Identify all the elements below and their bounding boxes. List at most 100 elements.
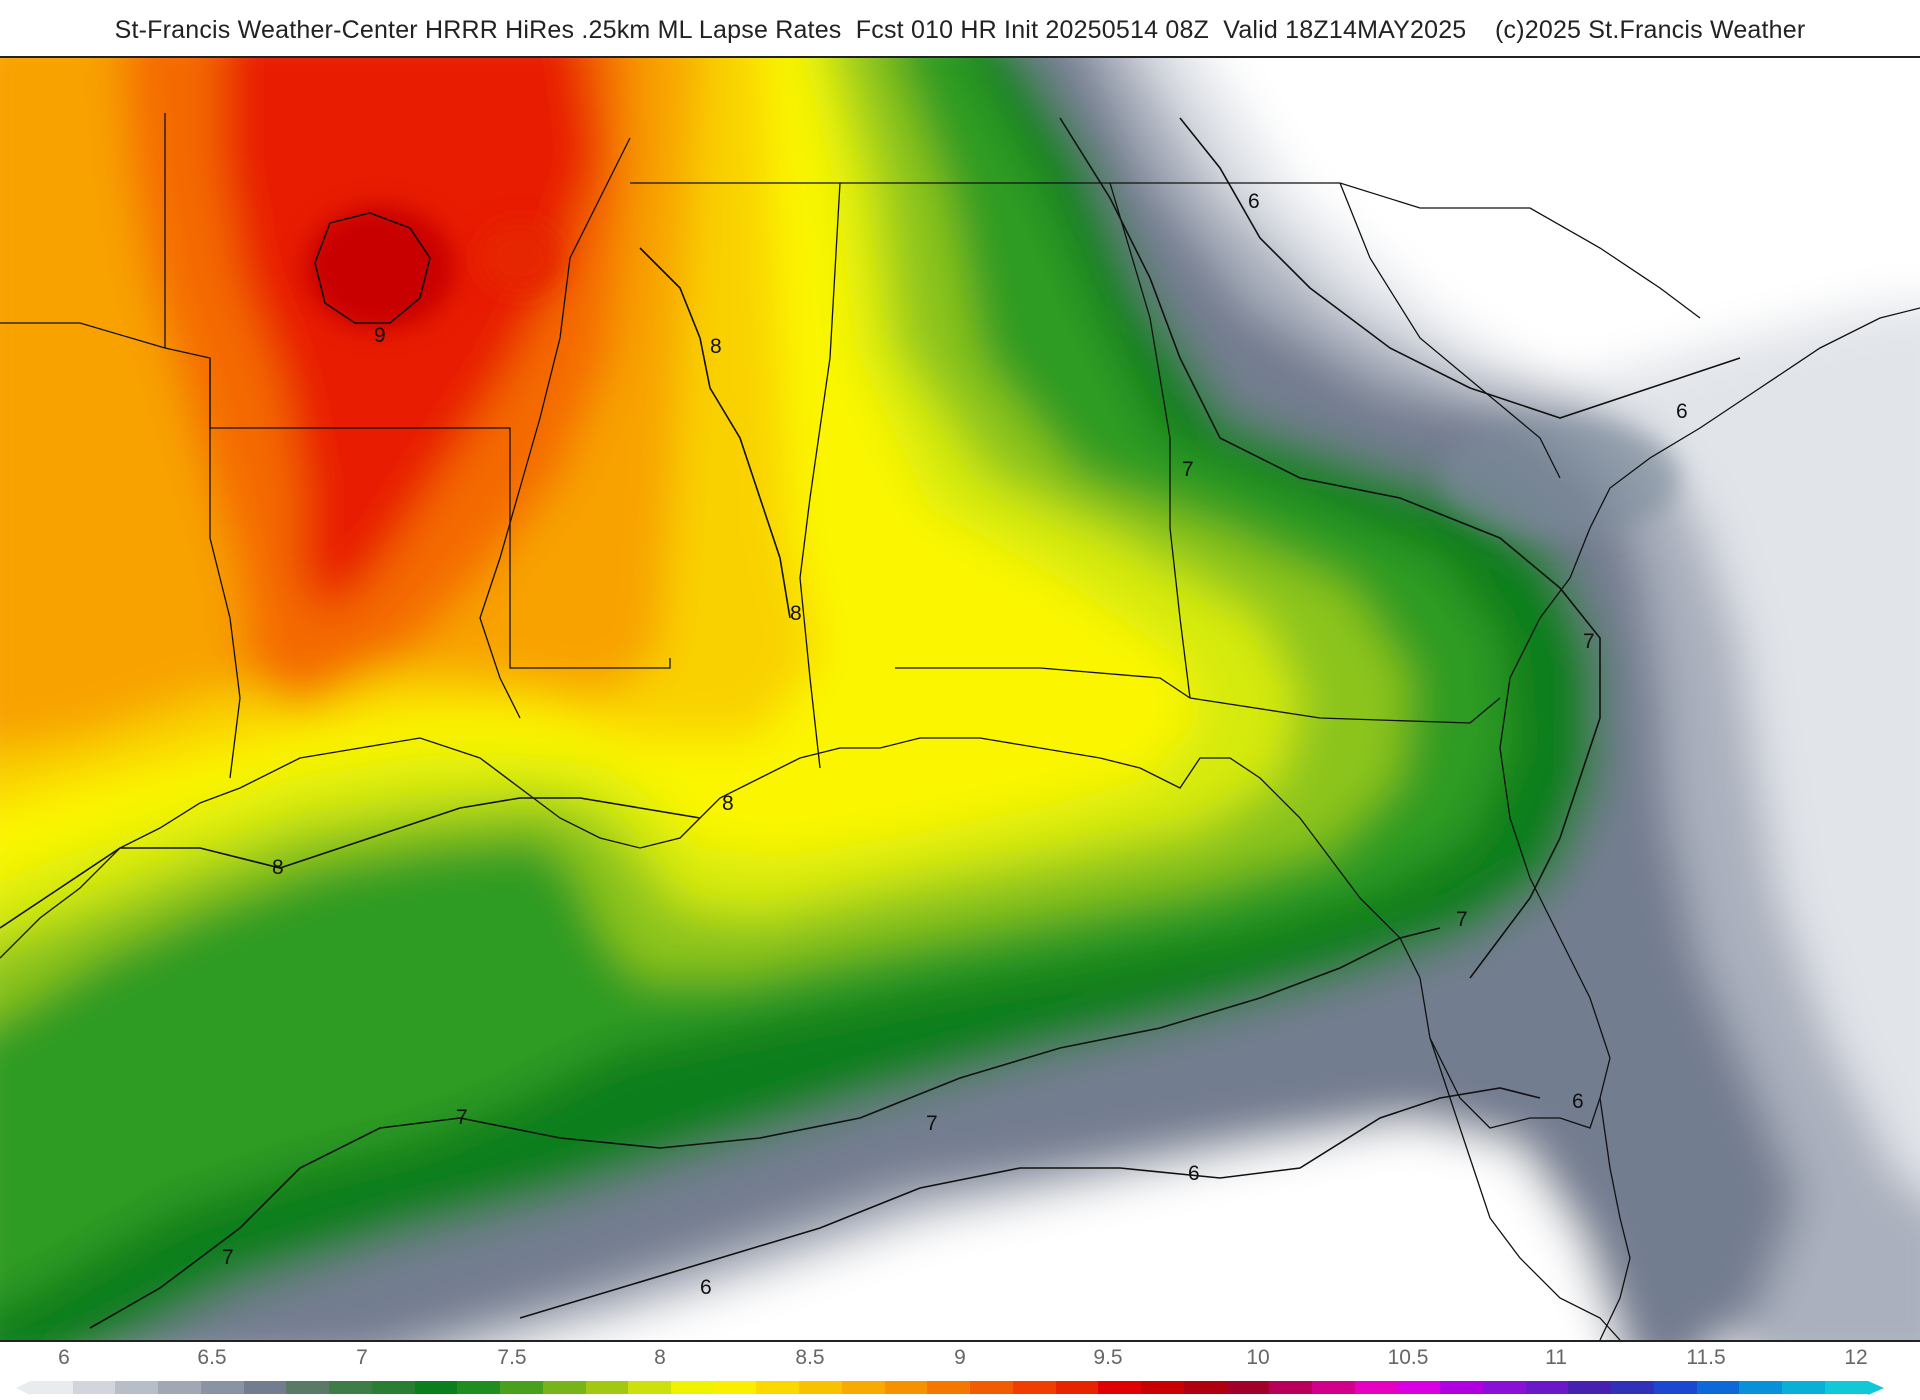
state-border [209, 358, 241, 779]
colorbar-swatch [628, 1381, 672, 1394]
colorbar-swatch [243, 1381, 287, 1394]
colorbar-swatch [799, 1381, 842, 1394]
colorbar-swatch [1397, 1381, 1441, 1394]
colorbar-swatch [1055, 1381, 1099, 1394]
colorbar-swatch [286, 1381, 330, 1394]
legend-tick: 6 [58, 1346, 70, 1369]
colorbar-swatch [1525, 1381, 1569, 1394]
state-border [895, 667, 1191, 699]
legend-tick: 9.5 [1093, 1346, 1123, 1369]
legend-tick: 12 [1844, 1346, 1868, 1369]
contour-label-7: 7 [1456, 908, 1468, 931]
shade-dark-red [305, 206, 455, 330]
colorbar-swatch [1611, 1381, 1654, 1394]
contour-7-gulf [89, 927, 1441, 1329]
coastline [1599, 1097, 1631, 1340]
contour-label-6: 6 [1572, 1090, 1584, 1113]
legend-tick: 7.5 [497, 1346, 527, 1369]
contour-8-north [639, 247, 791, 619]
colorbar-swatch [713, 1381, 757, 1394]
colorbar-swatch [1824, 1381, 1868, 1394]
land-boundaries [0, 113, 1920, 1340]
contour-label-8: 8 [790, 602, 802, 625]
contour-label-6: 6 [1188, 1162, 1200, 1185]
colorbar-swatch [414, 1381, 458, 1394]
colorbar-swatch [1653, 1381, 1697, 1394]
state-border [1189, 697, 1501, 724]
legend-tick: 11.5 [1686, 1346, 1726, 1369]
colorbar-swatch [841, 1381, 885, 1394]
lapse-rate-contours [0, 117, 1741, 1329]
colorbar-swatch [500, 1381, 543, 1394]
coastline [0, 307, 1920, 1129]
colorbar-swatch [585, 1381, 629, 1394]
colorbar-swatch [1354, 1381, 1398, 1394]
colorbar-swatch [1269, 1381, 1313, 1394]
legend-tick: 11 [1545, 1346, 1567, 1369]
state-border [1339, 182, 1561, 479]
contour-label-7: 7 [456, 1106, 468, 1129]
colorbar-swatch [1696, 1381, 1740, 1394]
colorbar-swatch [329, 1381, 372, 1394]
colorbar-swatch [927, 1381, 971, 1394]
legend-tick: 6.5 [197, 1346, 227, 1369]
shade-red [220, 58, 600, 618]
contour-label-7: 7 [1583, 630, 1595, 653]
contour-label-6: 6 [700, 1276, 712, 1299]
colorbar-swatch [1440, 1381, 1483, 1394]
colorbar-swatch [1098, 1381, 1142, 1394]
colorbar-swatch [884, 1381, 928, 1394]
colorbar-swatch [1012, 1381, 1056, 1394]
colorbar-swatch [158, 1381, 201, 1394]
colorbar-swatch [1226, 1381, 1270, 1394]
colorbar-swatch [970, 1381, 1013, 1394]
coastline [1429, 1037, 1621, 1340]
contour-label-9: 9 [374, 324, 386, 347]
colorbar-swatch [1782, 1381, 1825, 1394]
contour-label-8: 8 [272, 856, 284, 879]
colorbar-swatch [756, 1381, 800, 1394]
colorbar-swatch [542, 1381, 586, 1394]
colorbar-swatch [1183, 1381, 1227, 1394]
colorbar-swatch [72, 1381, 116, 1394]
legend-tick: 9 [954, 1346, 966, 1369]
colorbar-swatch [115, 1381, 159, 1394]
colorbar-swatch [200, 1381, 244, 1394]
contour-label-8: 8 [722, 792, 734, 815]
colorbar-arrow-right [1868, 1381, 1884, 1395]
lapse-rate-shading [0, 58, 1920, 1340]
colorbar-swatch [1141, 1381, 1184, 1394]
legend-tick: 7 [356, 1346, 368, 1369]
contour-label-7: 7 [222, 1246, 234, 1269]
legend-tick: 8.5 [795, 1346, 825, 1369]
colorbar [30, 1381, 1868, 1394]
map-panel[interactable]: 6 6 6 6 6 7 7 7 7 7 7 8 8 8 8 9 [0, 56, 1920, 1342]
contour-label-7: 7 [1182, 458, 1194, 481]
contour-label-6: 6 [1676, 400, 1688, 423]
colorbar-swatch [1482, 1381, 1526, 1394]
colorbar-swatch [1568, 1381, 1612, 1394]
colorbar-swatch [371, 1381, 415, 1394]
lapse-rate-map: 6 6 6 6 6 7 7 7 7 7 7 8 8 8 8 9 [0, 58, 1920, 1340]
contour-label-6: 6 [1248, 190, 1260, 213]
colorbar-arrow-left [16, 1381, 30, 1395]
colorbar-swatch [457, 1381, 501, 1394]
colorbar-legend: 6 6.5 7 7.5 8 8.5 9 9.5 10 10.5 11 11.5 … [0, 1342, 1920, 1400]
contour-9 [314, 212, 431, 324]
legend-tick: 10.5 [1387, 1346, 1429, 1369]
contour-8 [0, 797, 701, 929]
colorbar-swatch [1312, 1381, 1355, 1394]
contour-6-gulf [519, 1087, 1541, 1319]
shade-red-core [480, 223, 560, 293]
contour-6-southeast [1179, 117, 1741, 419]
contour-labels: 6 6 6 6 6 7 7 7 7 7 7 8 8 8 8 9 [222, 190, 1688, 1299]
legend-tick: 8 [654, 1346, 666, 1369]
colorbar-swatch [671, 1381, 714, 1394]
chart-title: St-Francis Weather-Center HRRR HiRes .25… [114, 16, 1806, 44]
legend-tick: 10 [1246, 1346, 1270, 1369]
colorbar-swatch [30, 1381, 73, 1394]
contour-7-east [1059, 117, 1601, 979]
colorbar-swatch [1739, 1381, 1783, 1394]
contour-label-7: 7 [926, 1112, 938, 1135]
contour-label-8: 8 [710, 335, 722, 358]
